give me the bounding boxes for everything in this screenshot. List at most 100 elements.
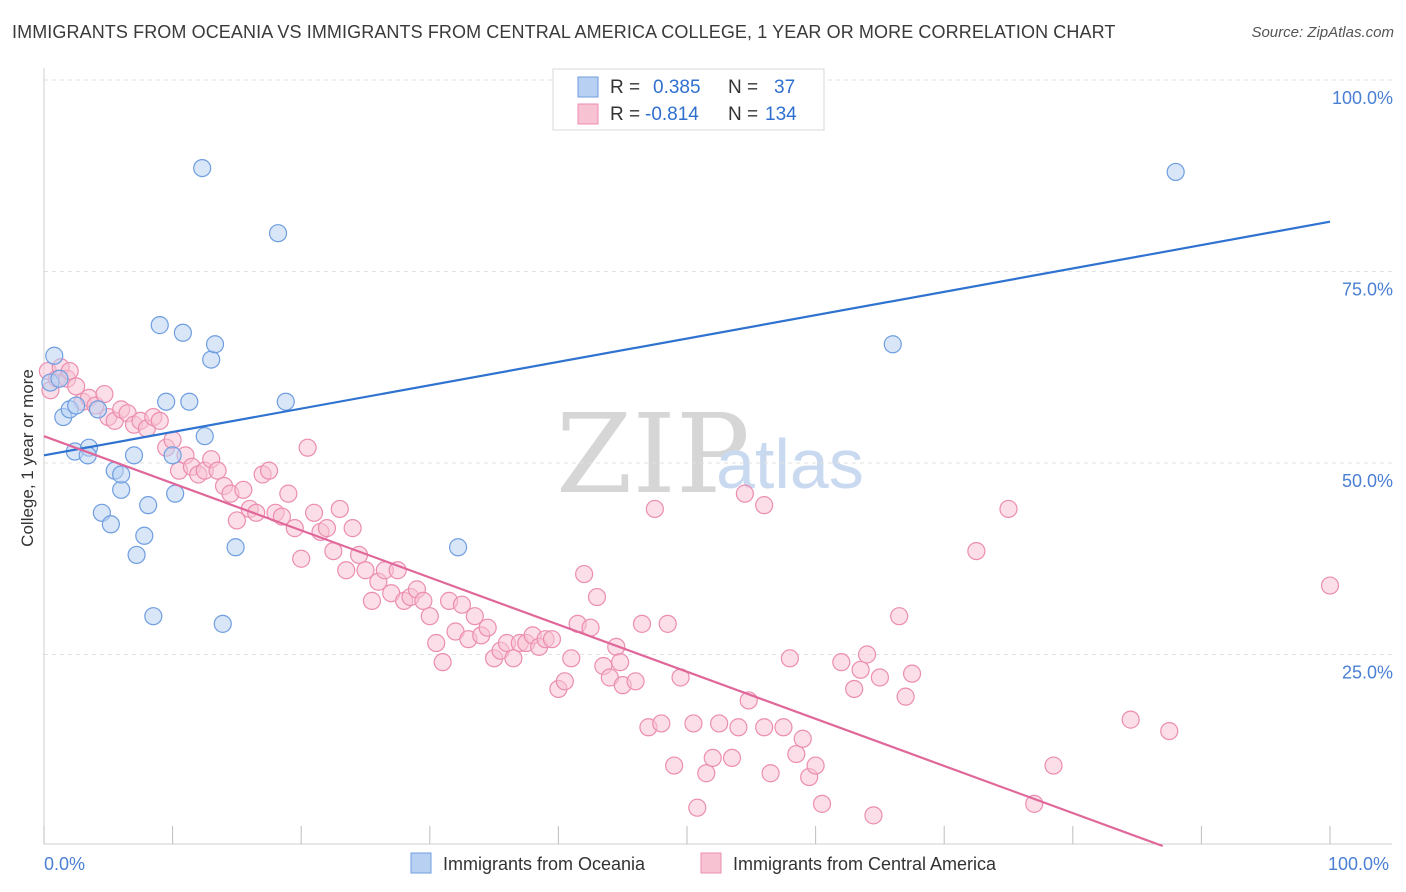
central-america-point xyxy=(465,607,484,626)
y-tick-label: 50.0% xyxy=(1342,471,1393,491)
source-label: Source: ZipAtlas.com xyxy=(1251,24,1394,41)
central-america-points xyxy=(38,358,1340,825)
oceania-point xyxy=(50,369,69,388)
central-america-point xyxy=(388,561,407,580)
legend-r-value-oceania: 0.385 xyxy=(653,77,701,98)
oceania-point xyxy=(195,427,214,446)
central-america-point xyxy=(665,756,684,775)
oceania-point xyxy=(101,515,120,534)
trendlines xyxy=(43,220,1331,848)
legend-n-label-central: N = xyxy=(728,104,758,125)
central-america-point xyxy=(870,668,890,687)
central-america-point xyxy=(542,630,562,649)
central-america-point xyxy=(780,649,799,668)
central-america-point xyxy=(259,461,279,480)
central-america-point xyxy=(890,607,909,626)
central-america-point xyxy=(735,484,754,503)
legend-swatch-oceania xyxy=(577,76,599,98)
axes xyxy=(43,68,1392,845)
x-tick-labels: 0.0% 100.0% xyxy=(44,854,1389,874)
oceania-point xyxy=(205,335,225,354)
central-america-point xyxy=(1044,756,1063,775)
central-america-point xyxy=(710,714,729,733)
central-america-point xyxy=(227,511,246,530)
central-america-point xyxy=(1121,710,1140,729)
oceania-point xyxy=(88,400,108,419)
central-america-point xyxy=(317,519,337,538)
central-america-point xyxy=(806,756,825,775)
central-america-point xyxy=(761,764,780,783)
oceania-point xyxy=(150,316,169,335)
central-america-point xyxy=(1160,721,1179,741)
central-america-point xyxy=(330,499,349,519)
central-america-point xyxy=(1320,576,1340,595)
x-tick-label-min: 0.0% xyxy=(44,854,85,874)
oceania-points xyxy=(41,158,1185,633)
central-america-point xyxy=(658,614,677,633)
oceania-trendline xyxy=(43,220,1331,457)
oceania-point xyxy=(180,392,199,411)
central-america-point xyxy=(967,541,986,561)
x-tick-label-max: 100.0% xyxy=(1328,854,1389,874)
grid-lines xyxy=(44,79,1392,655)
central-america-point xyxy=(626,672,645,691)
central-america-point xyxy=(478,618,497,637)
central-america-point xyxy=(452,595,472,614)
central-america-point xyxy=(304,503,324,522)
central-america-point xyxy=(67,377,86,396)
central-america-point xyxy=(356,561,375,580)
oceania-point xyxy=(268,224,288,243)
legend-n-value-central: 134 xyxy=(765,104,797,125)
central-america-point xyxy=(234,480,253,499)
central-america-point xyxy=(845,679,864,699)
central-america-point xyxy=(684,714,703,733)
oceania-point xyxy=(883,335,902,354)
y-tick-label: 25.0% xyxy=(1342,663,1393,683)
central-america-point xyxy=(427,633,446,653)
oceania-point xyxy=(276,392,295,411)
legend-r-label-central: R = xyxy=(610,104,640,125)
oceania-point xyxy=(163,446,182,465)
oceania-point xyxy=(124,446,144,465)
oceania-point xyxy=(144,607,163,626)
y-tick-labels: 100.0% 75.0% 50.0% 25.0% xyxy=(1332,88,1393,683)
oceania-point xyxy=(202,350,221,369)
series-legend-swatch-oceania xyxy=(410,852,432,874)
oceania-point xyxy=(112,480,131,499)
central-america-point xyxy=(95,384,114,404)
central-america-point xyxy=(688,798,707,817)
oceania-point xyxy=(226,538,245,557)
oceania-point xyxy=(213,614,232,633)
watermark-zip: ZIP xyxy=(556,390,750,518)
series-legend-swatch-central xyxy=(700,852,722,874)
central-america-point xyxy=(729,718,748,737)
legend-r-value-central: -0.814 xyxy=(645,104,699,125)
central-america-point xyxy=(555,672,574,691)
central-america-point xyxy=(414,591,433,610)
y-tick-label: 75.0% xyxy=(1342,280,1393,300)
central-america-point xyxy=(632,614,652,633)
central-america-point xyxy=(697,764,716,783)
central-america-point xyxy=(298,438,317,457)
central-america-point xyxy=(774,718,793,737)
central-america-point xyxy=(575,564,594,584)
oceania-point xyxy=(112,465,131,484)
x-ticks xyxy=(43,826,1331,844)
central-america-point xyxy=(279,484,298,503)
oceania-point xyxy=(166,484,185,503)
central-america-point xyxy=(652,714,671,733)
central-america-point xyxy=(832,653,851,672)
central-america-point xyxy=(851,660,870,679)
central-america-point xyxy=(292,549,311,568)
central-america-point xyxy=(587,587,607,607)
legend-swatch-central xyxy=(577,103,599,125)
central-america-point xyxy=(208,461,227,480)
legend-r-label-oceania: R = xyxy=(610,77,640,98)
series-legend: Immigrants from Oceania Immigrants from … xyxy=(410,852,997,874)
oceania-point xyxy=(193,158,212,178)
oceania-point xyxy=(127,545,146,565)
central-america-point xyxy=(433,653,452,672)
central-america-point xyxy=(150,411,169,430)
central-america-point xyxy=(755,718,774,737)
oceania-point xyxy=(45,346,64,365)
